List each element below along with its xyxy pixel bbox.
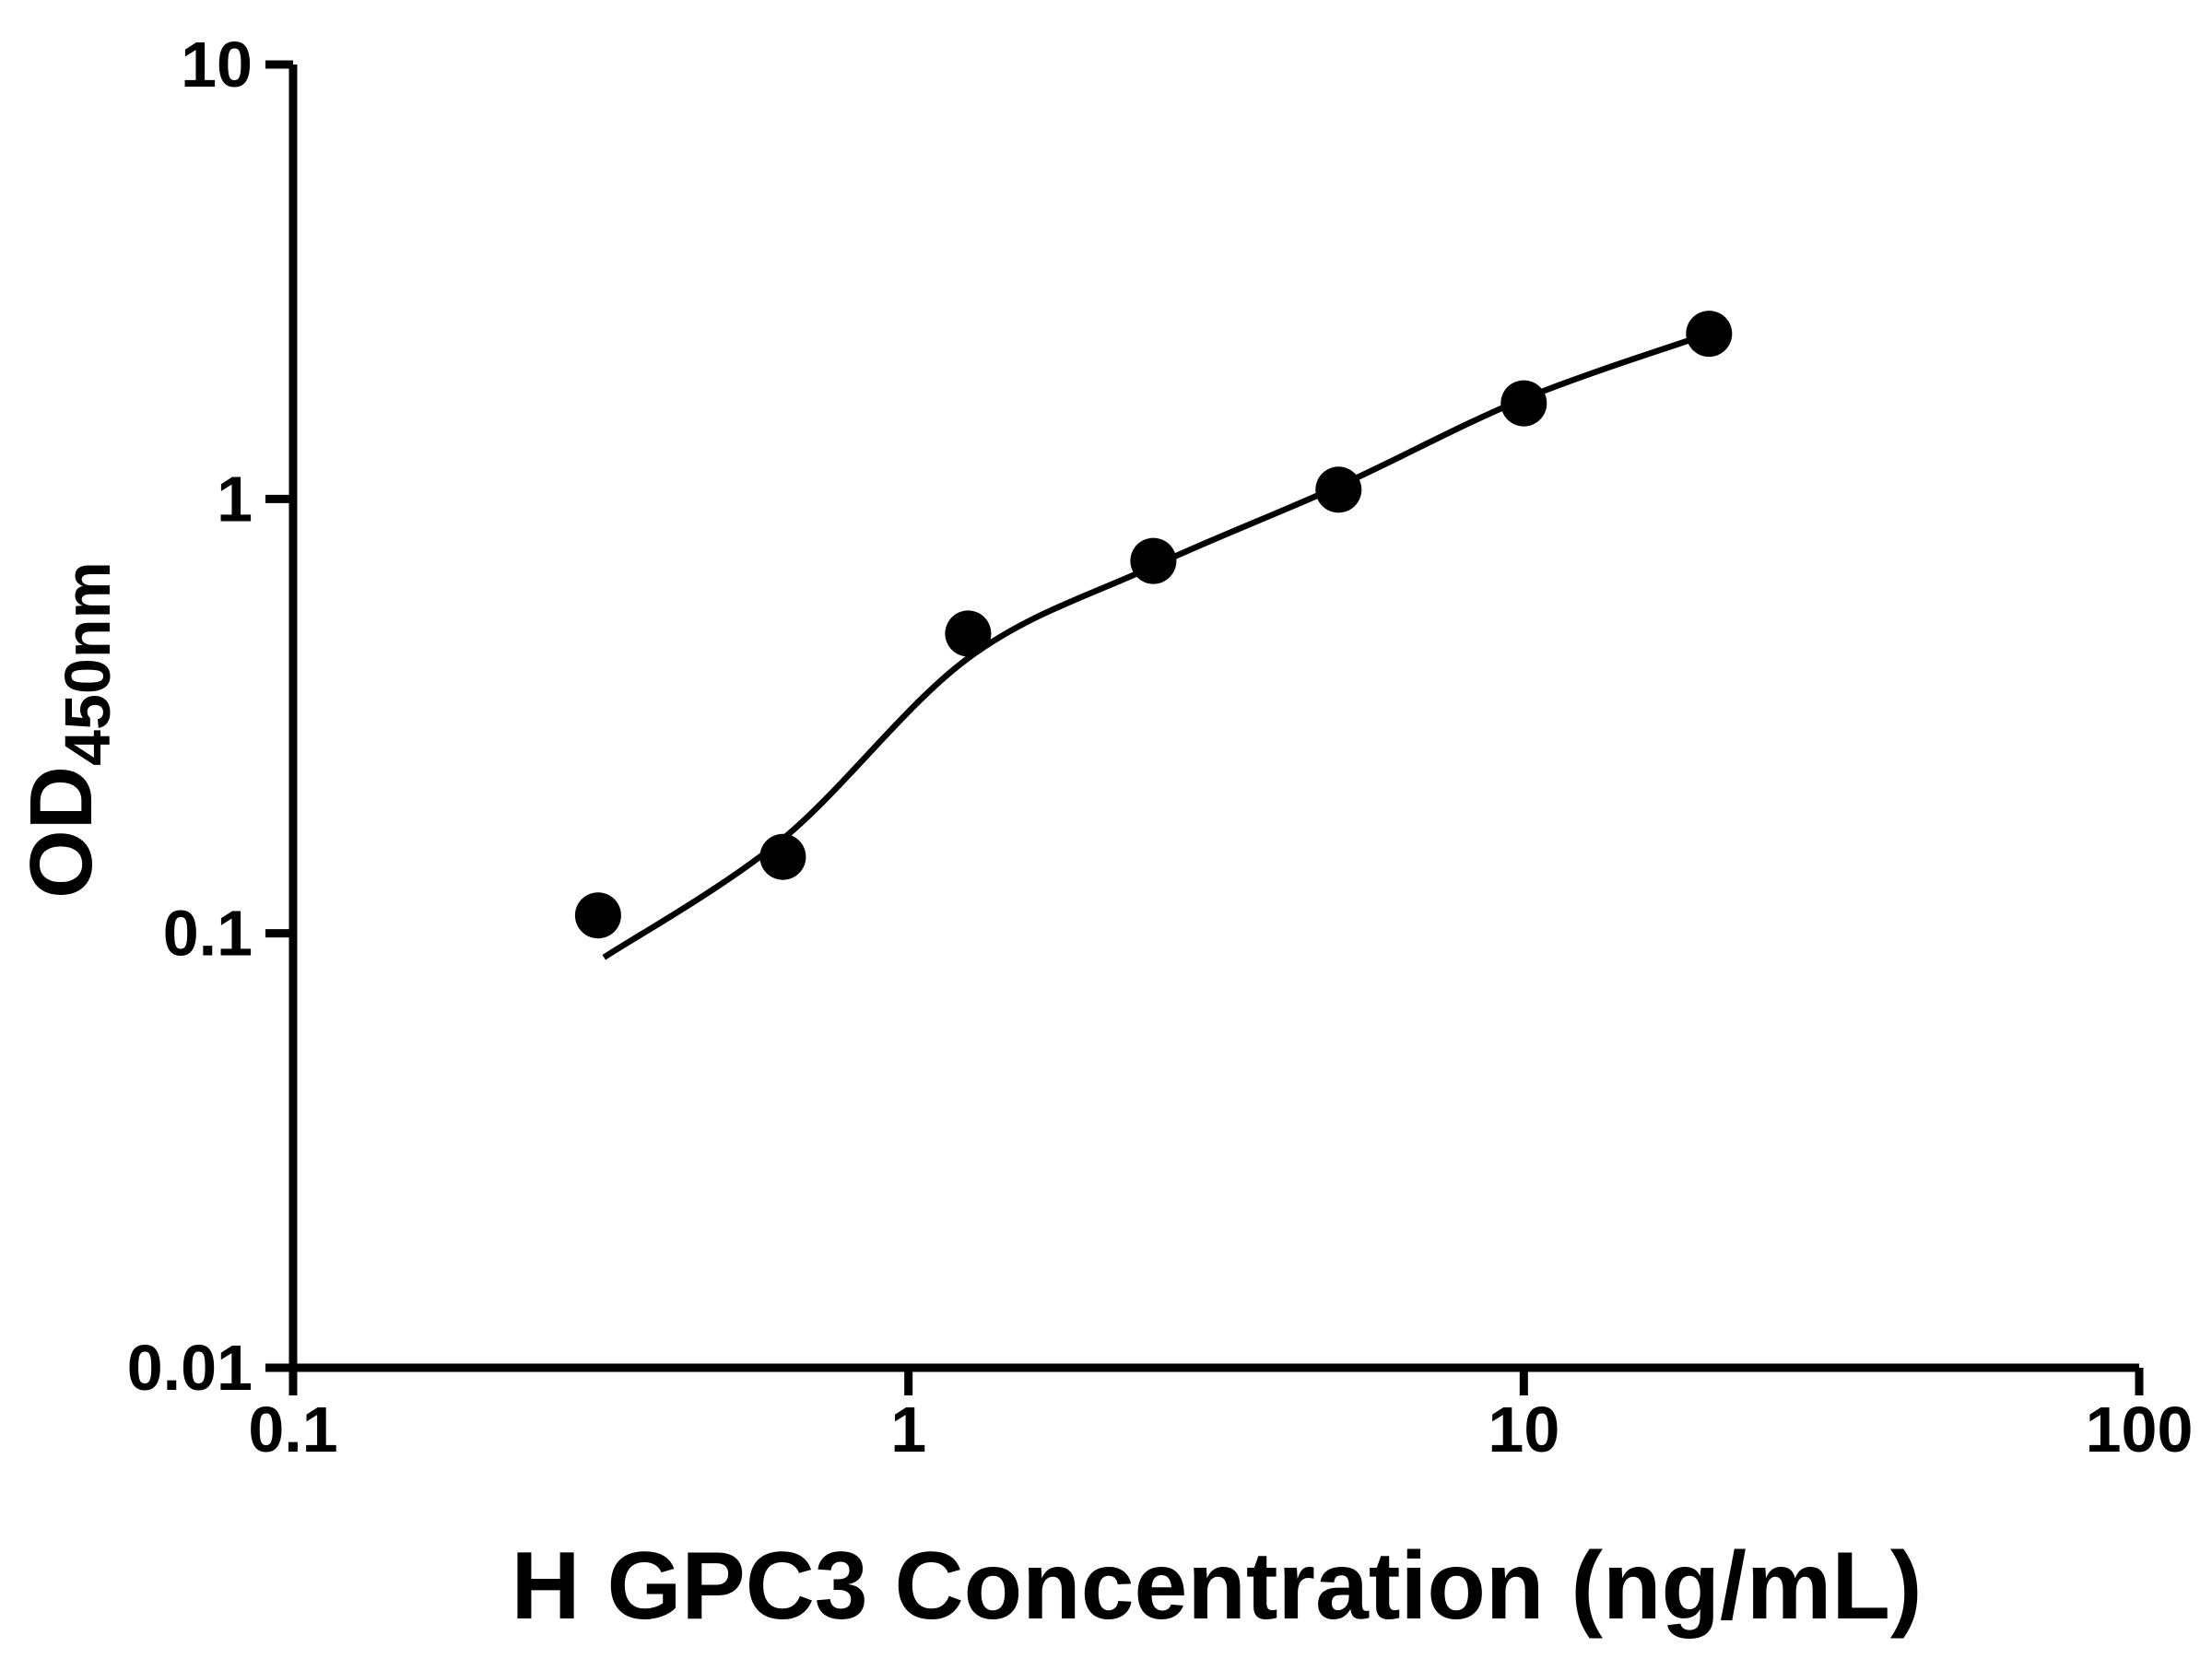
y-tick-label: 0.1 bbox=[163, 898, 253, 970]
data-point bbox=[759, 833, 806, 880]
y-axis-title-sub: 450nm bbox=[52, 561, 124, 766]
axes bbox=[288, 65, 2139, 1372]
axis-spines bbox=[288, 65, 2139, 1372]
x-axis-title: H GPC3 Concentration (ng/mL) bbox=[511, 1533, 1922, 1640]
y-tick-label: 0.01 bbox=[127, 1332, 253, 1404]
data-point bbox=[1500, 380, 1547, 427]
x-tick-label: 100 bbox=[2086, 1394, 2194, 1465]
data-point bbox=[1686, 311, 1733, 358]
y-axis-title: OD450nm bbox=[12, 561, 124, 899]
x-tick-label: 1 bbox=[890, 1394, 926, 1465]
y-tick-label: 1 bbox=[217, 463, 253, 535]
y-tick-label: 10 bbox=[181, 29, 253, 100]
data-point bbox=[1315, 466, 1362, 513]
x-tick-label: 0.1 bbox=[248, 1394, 337, 1465]
y-axis-title-main: OD bbox=[12, 766, 111, 899]
data-point bbox=[945, 610, 992, 657]
data-point bbox=[574, 892, 621, 939]
x-tick-label: 10 bbox=[1488, 1394, 1559, 1465]
data-points-group bbox=[574, 311, 1733, 939]
data-point bbox=[1130, 537, 1177, 584]
